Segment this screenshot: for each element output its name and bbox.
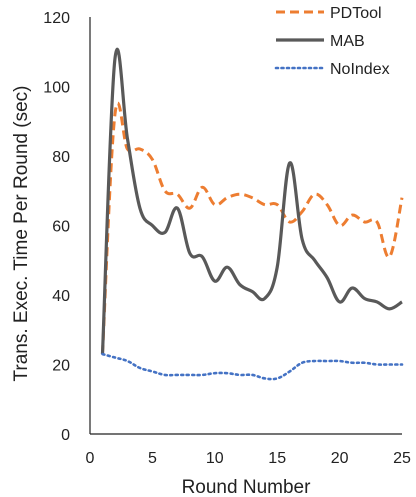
y-tick-label: 0 <box>61 427 70 444</box>
y-tick-label: 60 <box>52 219 70 236</box>
y-axis-title: Trans. Exec. Time Per Round (sec) <box>11 85 32 381</box>
legend-label-mab: MAB <box>330 33 365 50</box>
x-tick-label: 10 <box>206 450 224 467</box>
series-layer <box>100 47 404 381</box>
x-axis-ticks: 0 5 10 15 20 25 <box>86 450 411 467</box>
legend-label-noindex: NoIndex <box>330 61 390 78</box>
x-tick-label: 0 <box>86 450 95 467</box>
x-axis-title: Round Number <box>182 477 312 497</box>
x-tick-label: 20 <box>331 450 349 467</box>
series-line-mab <box>100 47 403 355</box>
y-tick-label: 80 <box>52 149 70 166</box>
y-axis-ticks: 0 20 40 60 80 100 120 <box>43 10 70 444</box>
y-tick-label: 40 <box>52 288 70 305</box>
y-tick-label: 100 <box>43 80 70 97</box>
series-line-pdtool <box>100 101 404 355</box>
legend: PDTool MAB NoIndex <box>274 5 390 78</box>
y-tick-label: 120 <box>43 10 70 27</box>
x-tick-label: 25 <box>393 450 411 467</box>
series-line-noindex <box>101 352 404 381</box>
x-tick-label: 5 <box>148 450 157 467</box>
y-tick-label: 20 <box>52 358 70 375</box>
x-tick-label: 15 <box>268 450 286 467</box>
legend-label-pdtool: PDTool <box>330 5 382 22</box>
